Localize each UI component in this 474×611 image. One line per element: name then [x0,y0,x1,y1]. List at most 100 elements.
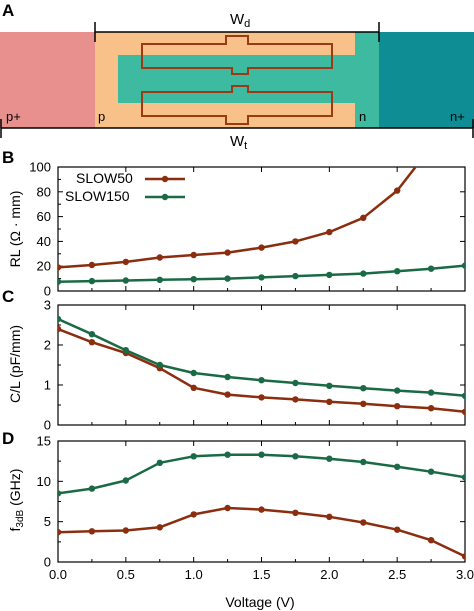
data-point-slow150-b [122,277,129,284]
axes-frame-d [57,440,466,563]
data-point-slow50-c [88,339,96,346]
data-point-slow150-d [292,453,299,460]
data-point-slow50-c [394,403,401,410]
y-tick-label-b: 80 [37,184,51,199]
panel-c: C C/L (pF/mm) 0 1 2 3 [2,287,466,433]
data-point-slow150-c [427,389,435,396]
data-point-slow50-b [122,258,129,266]
data-point-slow150-b [292,272,299,280]
data-point-slow150-d [122,477,129,484]
data-point-slow150-c [292,379,299,387]
data-point-slow150-b [326,271,333,279]
data-point-slow150-b [258,274,265,281]
data-point-slow50-b [190,251,197,259]
data-point-slow50-b [258,244,265,251]
data-point-slow150-b [461,262,465,269]
data-point-slow150-c [88,331,96,338]
data-point-slow150-c [360,385,367,392]
data-point-slow50-d [394,526,401,533]
data-point-slow50-b [58,264,62,271]
data-point-slow150-d [360,458,367,466]
y-tick-label-c: 0 [44,418,51,433]
region-label-n: n [359,109,366,124]
data-point-slow50-b [88,261,96,269]
legend-marker-slow150 [161,193,169,201]
data-point-slow150-c [258,377,265,384]
n-plus-region [379,32,474,128]
y-tick-label-b: 60 [37,209,51,224]
n-finger-region [118,55,355,103]
data-point-slow150-b [360,270,367,277]
t-rail-electrode-top [141,35,333,75]
data-point-slow150-d [461,474,465,481]
data-point-slow50-b [224,249,231,256]
data-point-slow150-b [427,265,435,272]
data-point-slow50-c [427,405,435,412]
data-point-slow150-d [190,453,197,460]
plot-area-b: 0 20 40 60 80 100 [29,160,466,299]
data-point-slow50-d [58,529,62,536]
y-tick-label-c: 2 [44,338,51,353]
wd-label: Wd [230,11,250,30]
data-point-slow150-b [394,268,401,275]
x-axis-label: Voltage (V) [225,594,294,610]
y-tick-label-b: 100 [29,160,51,175]
data-point-slow50-d [360,519,367,526]
data-point-slow50-d [461,553,465,560]
x-tick-label: 2.5 [388,567,406,582]
t-rail-electrode-bottom [141,85,333,125]
y-axis-label-c: C/L (pF/mm) [7,325,23,403]
data-point-slow150-c [122,347,129,354]
series-line-slow150-d [58,453,465,495]
wt-label: Wt [230,133,247,152]
data-point-slow150-d [88,485,96,492]
data-point-slow150-d [224,451,231,458]
data-point-slow150-c [394,387,401,394]
data-point-slow150-c [156,361,163,369]
data-point-slow150-b [224,275,231,282]
y-tick-label-c: 3 [44,298,51,313]
plot-area-c: 0 1 2 3 [44,298,466,433]
data-point-slow50-c [326,398,333,405]
data-point-slow50-d [258,506,265,513]
y-tick-label-d: 10 [37,474,51,489]
panel-label-d: D [2,429,14,448]
data-point-slow50-c [224,391,231,398]
data-point-slow50-b [326,228,333,236]
x-tick-label: 0.5 [117,567,135,582]
data-point-slow150-d [258,451,265,458]
data-point-slow50-c [258,394,265,401]
data-point-slow150-d [394,463,401,470]
data-point-slow150-b [190,276,197,283]
data-point-slow50-d [292,509,299,516]
data-point-slow150-c [190,369,197,377]
x-tick-label: 0.0 [49,567,67,582]
data-point-slow150-b [58,278,62,285]
data-point-slow50-c [190,384,197,391]
data-point-slow50-d [122,527,129,534]
data-point-slow50-d [326,513,333,520]
n-region [355,32,379,128]
series-line-slow50-b [58,167,418,269]
data-point-slow150-c [326,382,333,389]
data-point-slow150-c [224,373,231,381]
y-tick-label-d: 5 [44,514,51,529]
series-line-slow50-d [58,506,465,558]
data-point-slow150-d [427,468,435,475]
p-plus-region [0,32,95,128]
y-axis-label-d: f3dB (GHz) [7,469,26,532]
legend: SLOW50 SLOW150 [65,170,185,204]
data-point-slow50-d [427,537,435,544]
data-point-slow50-b [394,187,401,194]
panel-label-c: C [2,287,14,306]
data-point-slow150-c [58,315,62,323]
legend-label-slow150: SLOW150 [65,188,130,204]
panel-label-a: A [2,1,14,20]
data-point-slow50-d [88,528,96,535]
data-point-slow50-b [292,238,299,245]
y-tick-label-b: 0 [44,284,51,299]
x-tick-label: 1.5 [252,567,270,582]
x-tick-label: 1.0 [185,567,203,582]
panel-label-b: B [2,148,14,167]
